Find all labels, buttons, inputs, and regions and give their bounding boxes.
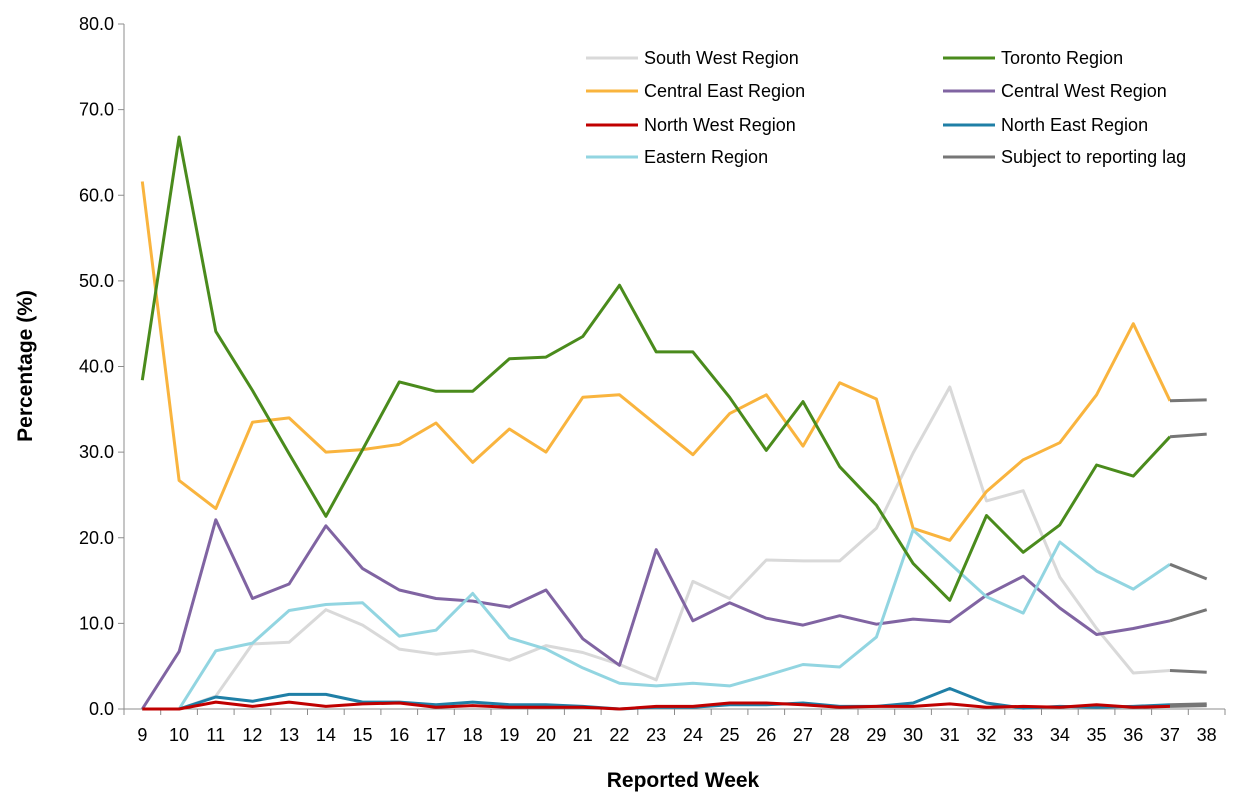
legend-entry: Central East Region — [586, 81, 805, 101]
lag-segment-central-east-region — [1169, 398, 1207, 403]
x-tick-label: 38 — [1197, 725, 1217, 745]
y-tick-label: 80.0 — [79, 14, 114, 34]
x-tick-label: 18 — [463, 725, 483, 745]
x-tick-label: 19 — [499, 725, 519, 745]
y-axis: 0.0 10.0 20.0 30.0 40.0 50.0 60.0 70.0 80.0 — [79, 14, 125, 719]
legend-label: South West Region — [644, 48, 799, 68]
legend-background — [548, 40, 1224, 178]
series-layer — [140, 135, 1208, 711]
lag-segment-north-west-region — [1169, 704, 1207, 708]
lag-segment-south-west-region — [1169, 669, 1207, 674]
y-tick-label: 10.0 — [79, 613, 114, 633]
legend-entry: North West Region — [586, 115, 796, 135]
lag-segment-north-east-region — [1169, 702, 1207, 707]
series-line-central-east-region — [140, 181, 1172, 542]
legend-label: Toronto Region — [1001, 48, 1123, 68]
x-tick-label: 29 — [866, 725, 886, 745]
x-tick-label: 31 — [940, 725, 960, 745]
x-tick-label: 36 — [1123, 725, 1143, 745]
x-tick-label: 27 — [793, 725, 813, 745]
legend-entry: Toronto Region — [943, 48, 1123, 68]
x-tick-label: 21 — [573, 725, 593, 745]
series-line-south-west-region — [142, 385, 1171, 711]
legend-entry: Eastern Region — [586, 147, 768, 167]
lag-segment-toronto-region — [1169, 432, 1207, 439]
legend: South West Region Toronto Region Central E… — [548, 40, 1224, 178]
x-tick-label: 33 — [1013, 725, 1033, 745]
x-tick-label: 9 — [137, 725, 147, 745]
legend-entry: Subject to reporting lag — [943, 147, 1186, 167]
y-tick-label: 30.0 — [79, 442, 114, 462]
y-tick-label: 50.0 — [79, 271, 114, 291]
legend-label: North East Region — [1001, 115, 1148, 135]
x-tick-label: 37 — [1160, 725, 1180, 745]
x-tick-label: 20 — [536, 725, 556, 745]
y-tick-label: 0.0 — [89, 699, 114, 719]
legend-label: North West Region — [644, 115, 796, 135]
series-line-north-west-region — [142, 700, 1171, 711]
y-tick-label: 60.0 — [79, 185, 114, 205]
x-tick-label: 17 — [426, 725, 446, 745]
series-line-eastern-region — [142, 528, 1171, 711]
series-line-central-west-region — [141, 518, 1171, 710]
x-tick-label: 24 — [683, 725, 703, 745]
x-axis-title: Reported Week — [607, 769, 760, 792]
legend-label: Subject to reporting lag — [1001, 147, 1186, 167]
legend-entry: South West Region — [586, 48, 799, 68]
x-axis: 9 10 11 12 13 14 15 16 17 18 19 20 21 22 23 24 25 26 27 28 2… — [123, 708, 1226, 745]
x-tick-label: 32 — [976, 725, 996, 745]
x-tick-label: 26 — [756, 725, 776, 745]
legend-label: Central East Region — [644, 81, 805, 101]
x-tick-label: 22 — [609, 725, 629, 745]
x-tick-label: 12 — [242, 725, 262, 745]
y-axis-title: Percentage (%) — [14, 290, 37, 442]
legend-entry: Central West Region — [943, 81, 1167, 101]
lag-segment-eastern-region — [1169, 562, 1208, 581]
x-tick-label: 14 — [316, 725, 336, 745]
x-tick-label: 15 — [353, 725, 373, 745]
y-tick-label: 70.0 — [79, 100, 114, 120]
x-tick-label: 25 — [720, 725, 740, 745]
x-tick-label: 35 — [1087, 725, 1107, 745]
x-tick-label: 10 — [169, 725, 189, 745]
y-tick-label: 40.0 — [79, 357, 114, 377]
series-line-toronto-region — [140, 135, 1172, 602]
lag-segment-central-west-region — [1169, 608, 1208, 623]
x-tick-label: 28 — [830, 725, 850, 745]
x-tick-label: 13 — [279, 725, 299, 745]
legend-label: Eastern Region — [644, 147, 768, 167]
x-tick-label: 11 — [206, 725, 225, 745]
x-tick-label: 30 — [903, 725, 923, 745]
legend-entry: North East Region — [943, 115, 1148, 135]
x-tick-label: 34 — [1050, 725, 1070, 745]
legend-label: Central West Region — [1001, 81, 1167, 101]
x-tick-label: 23 — [646, 725, 666, 745]
y-tick-label: 20.0 — [79, 528, 114, 548]
x-tick-label: 16 — [389, 725, 409, 745]
